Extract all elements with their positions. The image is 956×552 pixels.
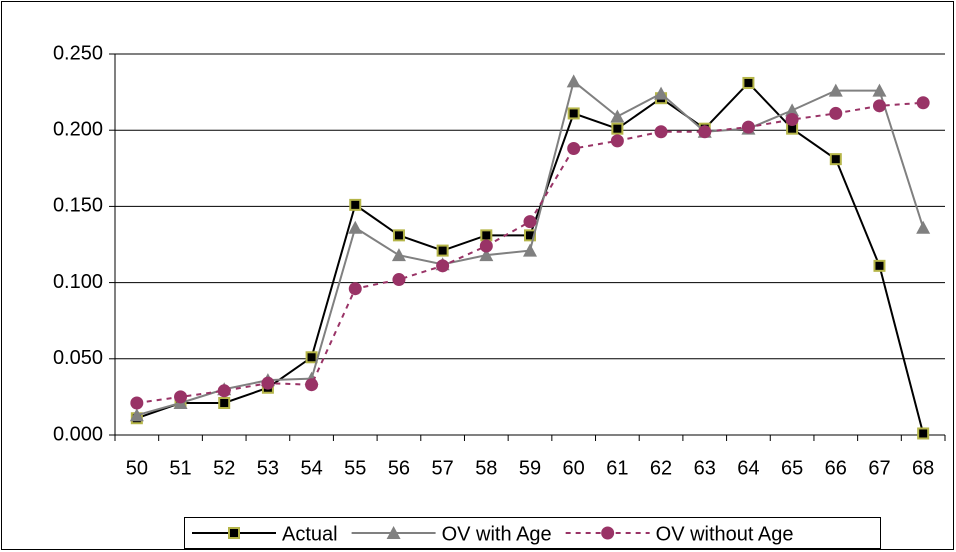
marker <box>349 198 362 211</box>
marker <box>305 351 318 364</box>
marker <box>610 134 624 148</box>
x-tick-label: 68 <box>912 457 934 479</box>
marker <box>479 248 494 262</box>
marker <box>785 113 799 127</box>
marker <box>785 103 800 117</box>
marker <box>916 220 931 234</box>
marker <box>218 396 231 409</box>
x-tick-label: 64 <box>737 457 759 479</box>
legend-label: OV without Age <box>656 523 794 545</box>
marker <box>524 229 536 242</box>
y-tick-label: 0.250 <box>53 42 103 64</box>
marker <box>873 259 886 272</box>
marker <box>872 99 886 113</box>
marker <box>261 376 275 390</box>
x-tick-label: 62 <box>650 457 672 479</box>
x-tick-label: 65 <box>781 457 803 479</box>
marker <box>348 282 362 296</box>
y-tick-label: 0.200 <box>53 118 103 140</box>
legend-label: Actual <box>282 523 338 545</box>
x-tick-label: 61 <box>606 457 628 479</box>
marker <box>129 408 144 422</box>
marker <box>392 273 406 287</box>
legend-box <box>184 517 881 549</box>
marker <box>479 239 493 253</box>
marker <box>523 215 537 229</box>
legend-label: OV with Age <box>442 523 552 545</box>
x-tick-label: 63 <box>694 457 716 479</box>
marker <box>305 378 319 392</box>
x-tick-label: 56 <box>388 457 410 479</box>
x-tick-label: 60 <box>563 457 585 479</box>
marker <box>742 76 755 89</box>
marker <box>386 526 401 539</box>
marker <box>916 96 930 110</box>
marker <box>130 396 144 410</box>
marker <box>348 220 363 234</box>
marker <box>872 83 887 97</box>
x-tick-label: 52 <box>213 457 235 479</box>
marker <box>523 243 537 257</box>
marker <box>654 125 668 139</box>
marker <box>601 526 615 540</box>
x-tick-label: 67 <box>868 457 890 479</box>
x-tick-label: 50 <box>126 457 148 479</box>
marker <box>436 259 450 273</box>
y-tick-label: 0.100 <box>53 271 103 293</box>
x-tick-label: 57 <box>432 457 454 479</box>
series <box>130 96 930 410</box>
marker <box>174 390 188 404</box>
x-tick-label: 58 <box>475 457 497 479</box>
y-tick-label: 0.050 <box>53 347 103 369</box>
marker <box>917 427 930 440</box>
marker <box>610 109 625 123</box>
marker <box>829 106 843 120</box>
marker <box>566 74 581 88</box>
marker <box>829 153 842 166</box>
marker <box>392 229 405 242</box>
marker <box>611 122 624 135</box>
marker <box>741 120 755 134</box>
x-tick-label: 66 <box>825 457 847 479</box>
x-tick-label: 55 <box>344 457 366 479</box>
marker <box>828 83 843 97</box>
x-tick-label: 59 <box>519 457 541 479</box>
marker <box>217 384 231 398</box>
y-tick-label: 0.150 <box>53 195 103 217</box>
marker <box>567 141 581 155</box>
x-tick-label: 51 <box>169 457 191 479</box>
legend: Actual OV with Age OV without Age <box>184 517 881 549</box>
marker <box>391 248 406 262</box>
marker <box>567 107 580 120</box>
y-tick-label: 0.000 <box>53 423 103 445</box>
x-tick-label: 53 <box>257 457 279 479</box>
marker <box>698 125 712 139</box>
marker <box>480 229 493 242</box>
marker <box>654 86 669 100</box>
x-tick-label: 54 <box>300 457 322 479</box>
marker <box>436 244 449 257</box>
marker <box>228 527 240 539</box>
